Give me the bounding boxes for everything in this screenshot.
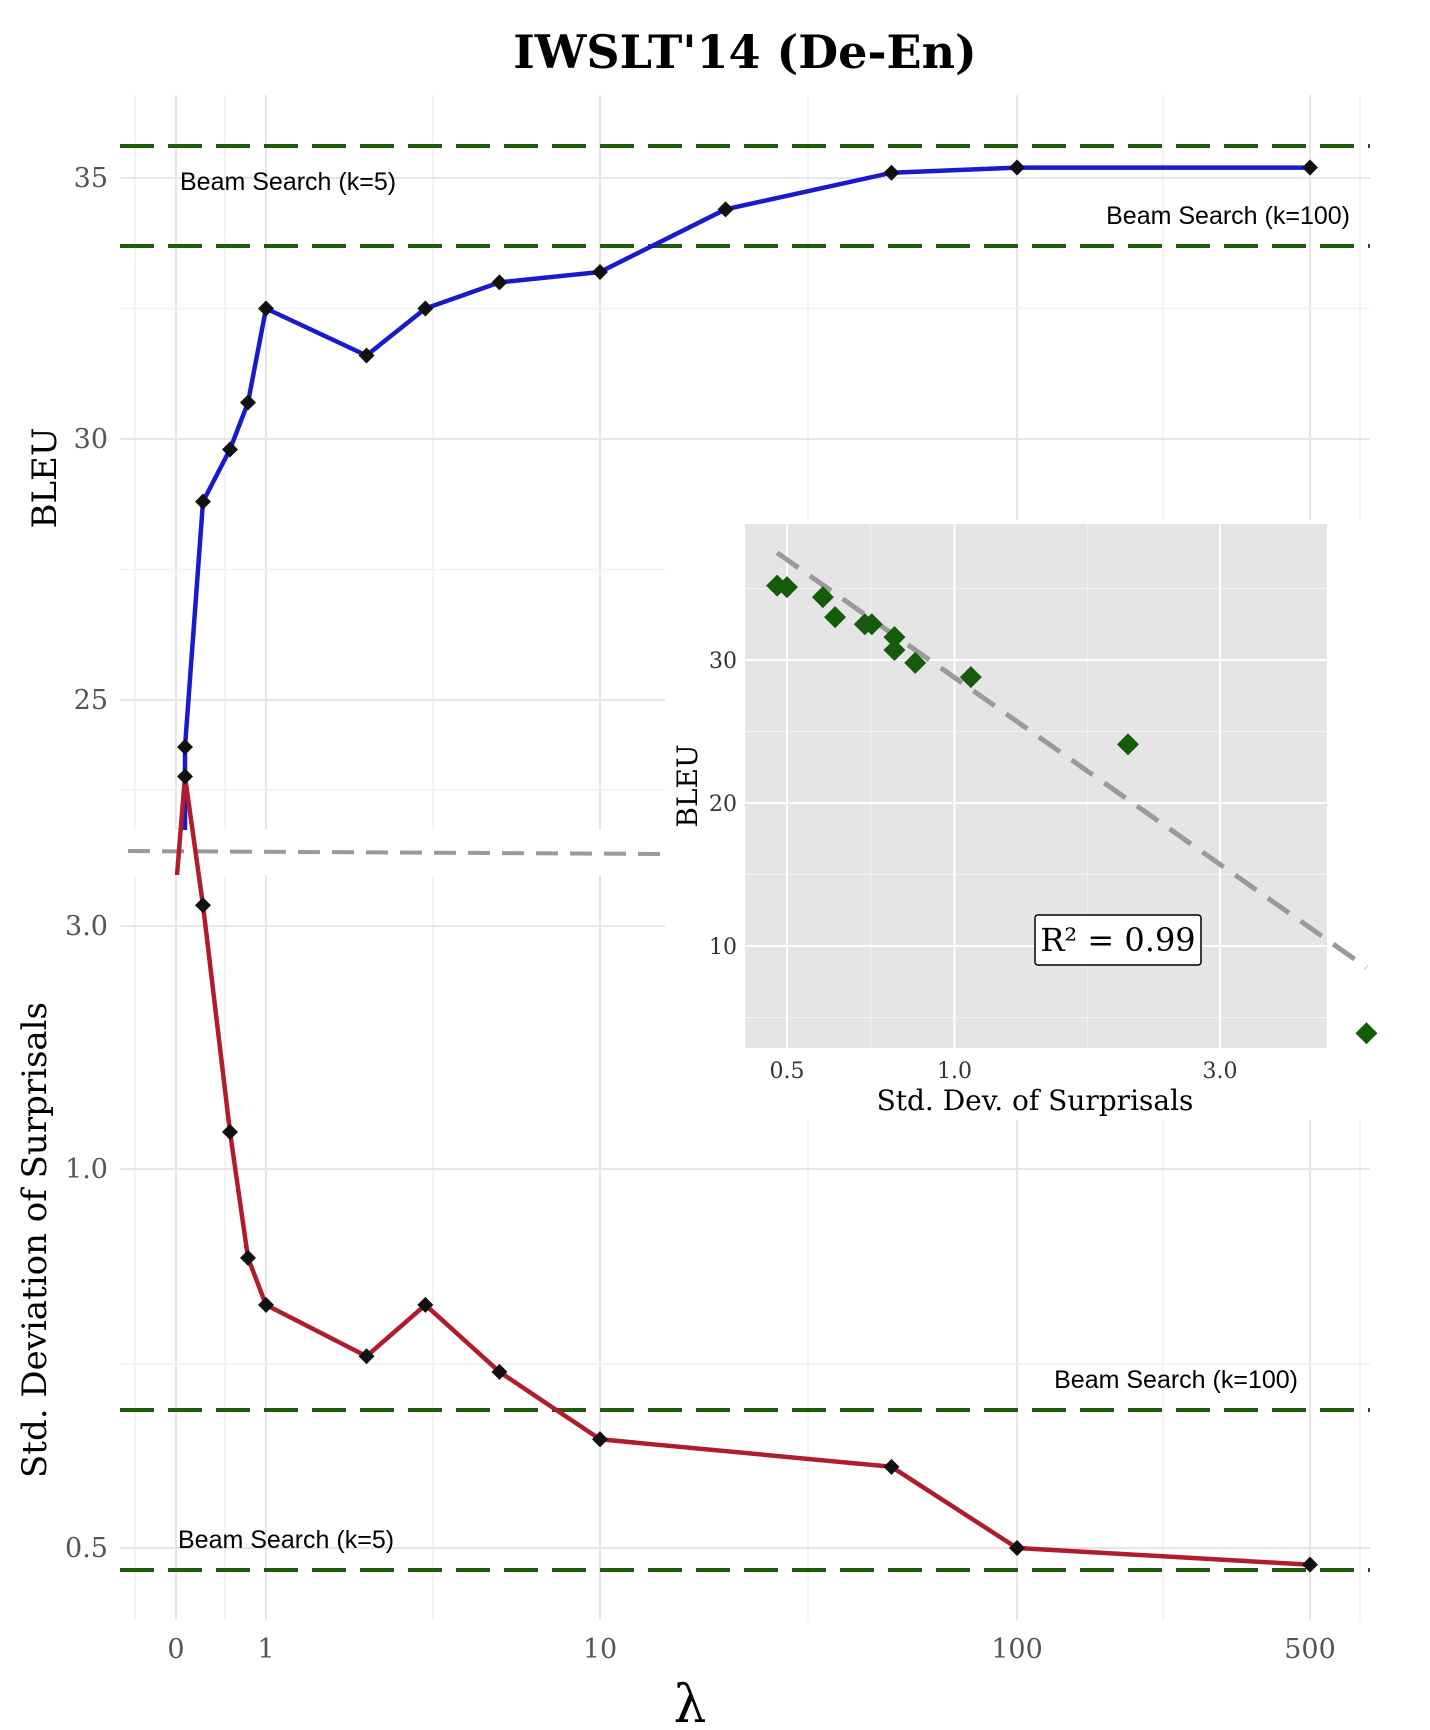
data-point-bleu [717, 201, 734, 218]
inset-y-tick-label: 30 [709, 649, 737, 674]
data-point-bleu [417, 300, 434, 317]
data-point-bleu [177, 738, 193, 755]
inset-x-axis-label: Std. Dev. of Surprisals [877, 1084, 1194, 1117]
reference-label-std: Beam Search (k=100) [1054, 1366, 1298, 1394]
data-point-std [1009, 1540, 1025, 1556]
inset-data-point [883, 626, 906, 649]
y-axis-label-std: Std. Deviation of Surprisals [15, 1002, 55, 1478]
y-tick-label-bleu: 35 [74, 163, 108, 194]
data-point-bleu [258, 300, 274, 317]
data-point-std [195, 897, 211, 914]
inset-x-tick-label: 0.5 [770, 1059, 805, 1084]
inset-x-tick-label: 3.0 [1203, 1059, 1238, 1084]
data-point-std [417, 1296, 434, 1313]
data-point-std [1302, 1556, 1318, 1573]
reference-label-std: Beam Search (k=5) [178, 1526, 394, 1554]
inset-data-point [811, 586, 834, 609]
data-point-std [177, 768, 193, 785]
inset-y-tick-label: 20 [709, 792, 737, 817]
y-tick-label-bleu: 30 [74, 424, 108, 455]
x-axis-label: λ [674, 1675, 707, 1730]
data-point-bleu [240, 394, 256, 411]
inset-data-point [776, 576, 798, 599]
data-point-bleu [358, 347, 375, 364]
inset-data-point [904, 651, 927, 674]
data-point-std [258, 1296, 274, 1313]
x-tick-label: 500 [1284, 1634, 1336, 1665]
inset-plot-panel [745, 524, 1327, 1048]
r2-annotation: R² = 0.99 [1040, 921, 1195, 959]
text-layer: 25 30 35 0.5 1.0 3.0 Beam Search (k=5) Beam Sea… [15, 25, 1350, 1730]
chart-title: IWSLT'14 (De-En) [513, 25, 977, 79]
series-line-bleu [182, 165, 1310, 830]
data-point-std [592, 1431, 608, 1448]
x-tick-label: 1 [257, 1634, 274, 1665]
data-point-bleu [491, 274, 508, 291]
reference-label-bleu: Beam Search (k=5) [180, 168, 396, 196]
inset-chart: 0.5 1.0 3.0 10 20 30 R² = 0.99 Std. Dev. of Sur… [665, 520, 1378, 1120]
y-tick-label-std: 0.5 [65, 1533, 108, 1564]
inset-data-point [959, 666, 982, 689]
inset-x-tick-label: 1.0 [937, 1059, 972, 1084]
data-point-bleu [1302, 159, 1318, 176]
inset-data-point [883, 638, 906, 661]
inset-data-point [1355, 1022, 1378, 1045]
x-tick-label: 10 [583, 1634, 617, 1665]
data-point-std [240, 1249, 256, 1266]
data-point-bleu [222, 441, 238, 458]
data-point-std [883, 1458, 900, 1475]
data-point-std [358, 1348, 375, 1365]
y-tick-label-std: 1.0 [65, 1154, 108, 1185]
data-point-bleu [883, 164, 900, 181]
x-tick-label: 100 [991, 1634, 1043, 1665]
data-point-bleu [1009, 159, 1025, 176]
y-tick-label-bleu: 25 [74, 685, 108, 716]
inset-data-point [824, 606, 847, 629]
data-point-std [491, 1363, 508, 1380]
inset-y-axis-label: BLEU [671, 744, 704, 827]
data-point-bleu [592, 263, 608, 280]
reference-label-bleu: Beam Search (k=100) [1106, 202, 1350, 230]
inset-y-tick-label: 10 [709, 935, 737, 960]
inset-data-point [1116, 733, 1139, 756]
y-tick-label-std: 3.0 [65, 911, 108, 942]
inset-data-point [860, 613, 883, 636]
r2-annotation-box [1034, 914, 1202, 966]
data-point-std [222, 1124, 238, 1141]
data-point-bleu [195, 493, 211, 510]
y-axis-label-bleu: BLEU [25, 427, 65, 528]
x-tick-label: 0 [167, 1634, 184, 1665]
series [174, 159, 1318, 1573]
